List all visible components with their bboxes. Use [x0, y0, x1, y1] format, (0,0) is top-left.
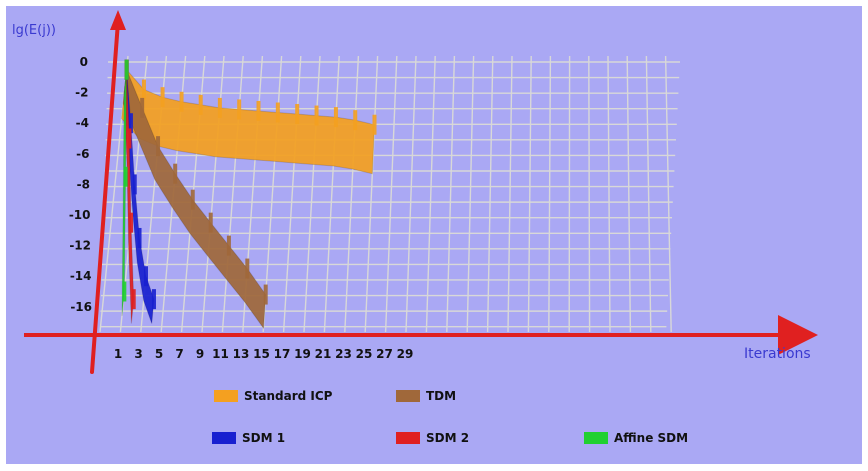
x-tick-label: 27: [376, 347, 393, 361]
x-tick-label: 7: [175, 347, 183, 361]
grid-line-v: [364, 55, 379, 333]
x-tick-label: 29: [397, 347, 414, 361]
y-tick-label: -4: [76, 116, 89, 130]
legend-swatch: [212, 432, 236, 444]
legend-swatch: [214, 390, 238, 402]
x-tick-label: 9: [196, 347, 204, 361]
axis-layer: 0-2-4-6-8-10-12-14-161 3 5 7 9 11 13 15 17 19 21 23…: [24, 10, 818, 374]
x-tick-label: 21: [315, 347, 332, 361]
grid-line-v: [507, 55, 513, 333]
grid-line-v: [486, 55, 494, 333]
x-tick-label: 25: [356, 347, 373, 361]
legend-label: Affine SDM: [614, 431, 688, 445]
grid-line-v: [323, 55, 340, 333]
grid-line-v: [664, 55, 672, 333]
x-tick-label: 23: [335, 347, 352, 361]
y-tick-label: -6: [76, 147, 89, 161]
grid-line-v: [466, 55, 475, 333]
y-axis-arrow: [110, 10, 126, 30]
grid-line-v: [425, 55, 436, 333]
y-axis-label: lg(E(j)): [12, 23, 56, 38]
grid-line-v: [344, 55, 360, 333]
x-tick-label: 13: [233, 347, 250, 361]
legend-label: SDM 2: [426, 431, 469, 445]
y-axis-line: [90, 20, 120, 374]
x-tick-label: 15: [253, 347, 270, 361]
x-tick-label: 17: [274, 347, 291, 361]
x-tick-label: 5: [155, 347, 163, 361]
y-tick-label: -10: [69, 208, 91, 222]
legend-label: SDM 1: [242, 431, 285, 445]
legend-label: TDM: [426, 389, 456, 403]
grid-line-v: [548, 55, 552, 333]
y-tick-label: -8: [77, 177, 90, 191]
y-tick-label: -14: [70, 269, 92, 283]
grid-line-v: [626, 55, 632, 333]
legend-label: Standard ICP: [244, 389, 333, 403]
grid-line-v: [384, 55, 398, 333]
x-tick-label: 3: [134, 347, 142, 361]
x-axis-label: Iterations: [744, 346, 811, 362]
legend-swatch: [396, 390, 420, 402]
legend-swatch: [396, 432, 420, 444]
legend-swatch: [584, 432, 608, 444]
grid-line-v: [527, 55, 532, 333]
series-layer: [121, 59, 377, 330]
grid-line-v: [303, 55, 321, 333]
grid-line-v: [201, 55, 225, 333]
grid-line-v: [588, 55, 591, 333]
y-tick-label: -2: [75, 86, 88, 100]
grid-line-v: [405, 55, 417, 333]
y-tick-label: 0: [80, 55, 88, 69]
grid-line-v: [607, 55, 611, 333]
grid-line-v: [282, 55, 302, 333]
grid-line-v: [446, 55, 456, 333]
y-tick-label: -16: [70, 300, 92, 314]
x-tick-label: 1: [114, 347, 122, 361]
series-ribbon-standard-icp: [121, 68, 376, 175]
y-tick-label: -12: [69, 239, 91, 253]
legend: Standard ICP TDM SDM 1 SDM 2 Affine SDM: [212, 389, 688, 445]
x-tick-label: 11: [212, 347, 229, 361]
x-tick-label: 19: [294, 347, 311, 361]
grid-line-v: [645, 55, 652, 333]
